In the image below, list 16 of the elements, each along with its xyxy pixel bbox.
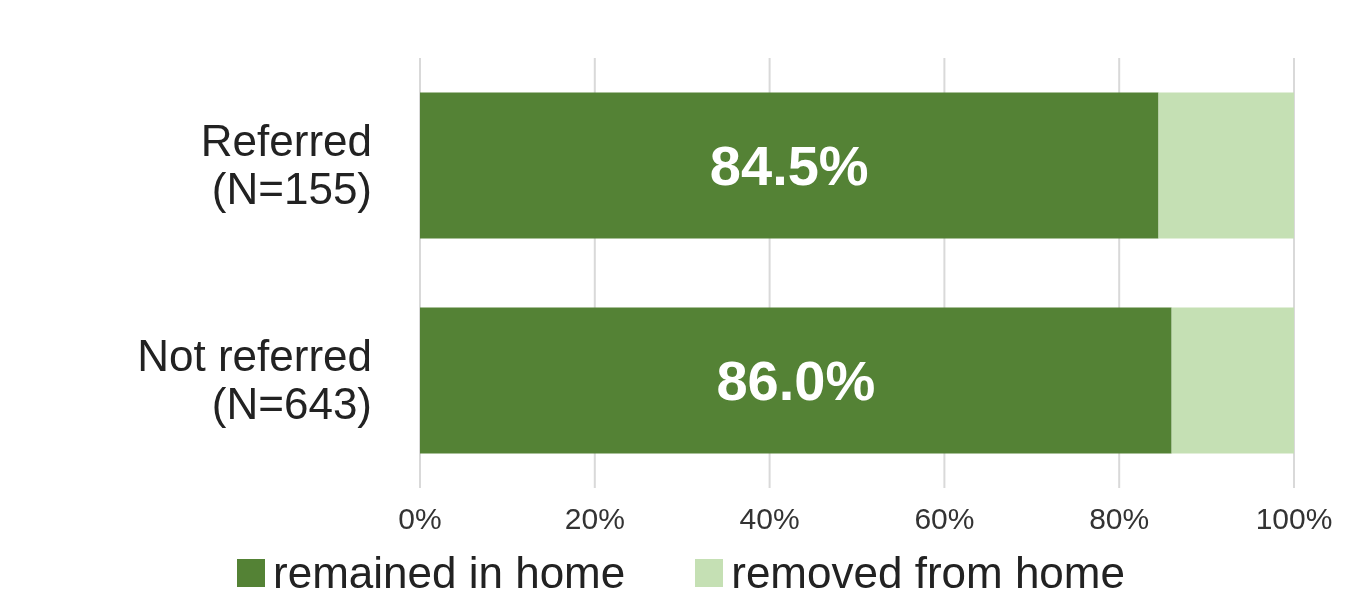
- y-tick-label: Not referred (N=643): [137, 330, 372, 428]
- legend-label: remained in home: [272, 548, 626, 598]
- x-tick-label: 0%: [398, 502, 442, 536]
- data-label: 86.0%: [716, 348, 876, 412]
- x-tick-label: 20%: [564, 502, 625, 536]
- bar: [1158, 92, 1294, 239]
- bar: [420, 307, 1172, 454]
- x-tick-label: 40%: [739, 502, 800, 536]
- data-label: 84.5%: [709, 133, 869, 197]
- x-tick-label: 60%: [914, 502, 975, 536]
- x-tick-label: 100%: [1255, 502, 1333, 536]
- y-tick-label: Referred (N=155): [200, 115, 372, 213]
- x-tick-label: 80%: [1089, 502, 1150, 536]
- bar: [420, 92, 1159, 239]
- bar: [1171, 307, 1294, 454]
- legend-label: removed from home: [730, 548, 1125, 598]
